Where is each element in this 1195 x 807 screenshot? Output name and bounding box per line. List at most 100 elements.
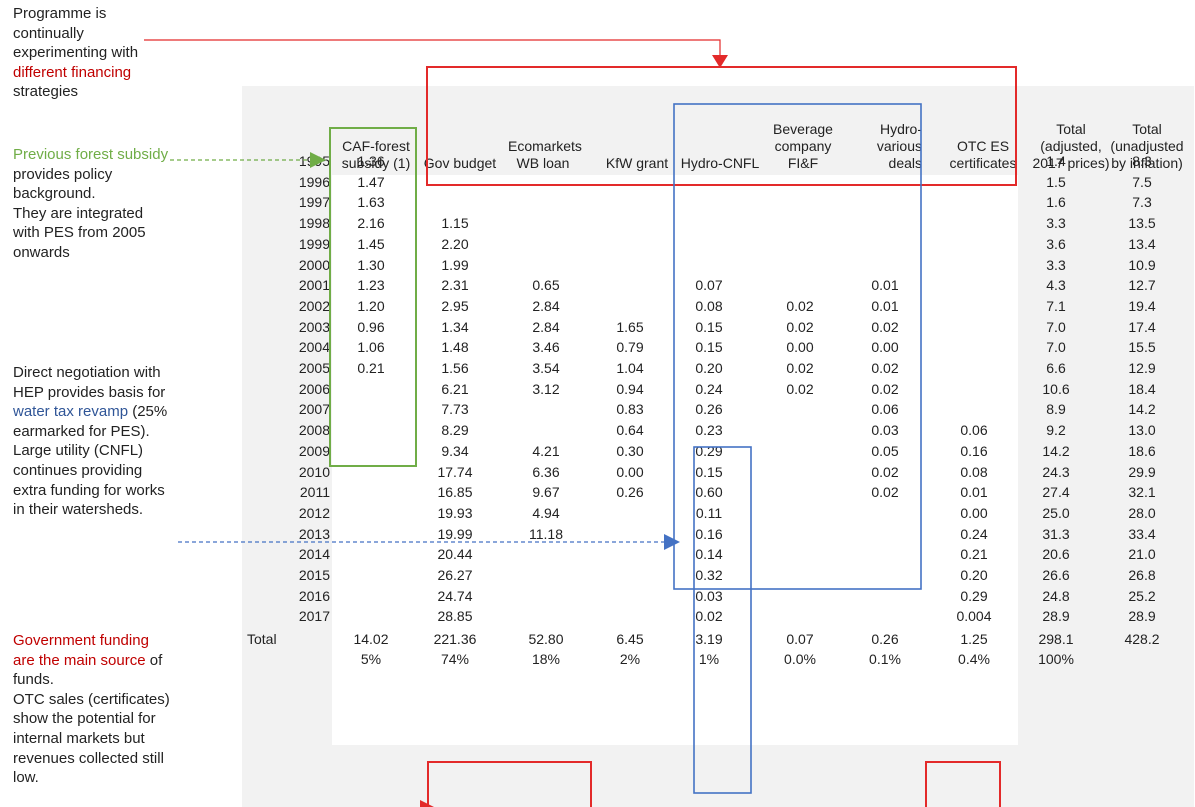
highlighted-text: water tax revamp — [13, 403, 129, 421]
table-cell: 7.1 — [1046, 297, 1066, 314]
annotation-forest: Previous forest subsidy provides policy ba… — [13, 145, 213, 263]
table-cell: 1.56 — [441, 360, 469, 376]
table-cell: 0.02 — [871, 484, 899, 501]
water-arrow-head — [664, 534, 680, 550]
table-cell: 4.3 — [1046, 277, 1066, 294]
table-cell: 25.2 — [1128, 587, 1156, 604]
table-cell: 28.0 — [1128, 504, 1156, 521]
table-cell: 26.6 — [1042, 567, 1070, 583]
annotation-line: show the potential for — [13, 710, 156, 728]
share-cell: 1% — [698, 651, 720, 668]
table-cell: 1.6 — [1046, 194, 1066, 211]
table-cell: 1.06 — [357, 339, 385, 356]
table-cell: 7.73 — [441, 401, 469, 418]
table-cell: 3.3 — [1046, 256, 1066, 273]
table-cell: 18.6 — [1128, 442, 1156, 459]
table-cell: 0.02 — [871, 463, 899, 480]
table-cell: 1.15 — [441, 215, 469, 232]
table-cell: 0.02 — [871, 360, 899, 376]
total-cell: 428.2 — [1124, 631, 1160, 648]
table-cell: 18.4 — [1128, 380, 1156, 397]
table-cell: 0.02 — [695, 608, 723, 625]
annotation-line: Large utility (CNFL) — [13, 442, 144, 460]
row-year: 2001 — [298, 277, 330, 294]
table-cell: 10.6 — [1042, 380, 1070, 397]
column-header: Total (adjusted, 2017 prices) — [1032, 121, 1110, 171]
total-cell: 3.19 — [695, 631, 723, 648]
table-cell: 0.15 — [695, 463, 723, 480]
table-cell: 21.0 — [1128, 546, 1156, 563]
table-cell: 19.4 — [1128, 297, 1156, 314]
table-cell: 0.01 — [871, 297, 899, 314]
table-cell: 17.74 — [437, 463, 473, 480]
table-cell: 0.00 — [960, 504, 988, 521]
table-cell: 12.9 — [1128, 360, 1156, 376]
table-cell: 1.23 — [357, 277, 385, 294]
annotation-line: continues providing — [13, 461, 143, 479]
table-cell: 8.29 — [441, 422, 469, 439]
table-cell: 0.05 — [871, 442, 899, 459]
table-cell: 0.96 — [357, 318, 385, 335]
gov-share-box — [427, 761, 592, 807]
annotation-line: different financing — [13, 63, 213, 83]
total-cell: 14.02 — [353, 631, 389, 648]
table-cell: 29.9 — [1128, 463, 1156, 480]
column-header: Gov budget — [423, 155, 497, 171]
table-cell: 2.84 — [532, 297, 560, 314]
row-year: 2007 — [298, 401, 330, 418]
table-cell: 3.3 — [1046, 215, 1066, 232]
annotation-line: internal markets but — [13, 729, 145, 747]
table-cell: 2.16 — [357, 215, 385, 232]
row-year: 2013 — [298, 525, 330, 542]
table-cell: 8.9 — [1046, 401, 1066, 418]
table-cell: 0.06 — [871, 401, 899, 418]
annotation-line: background. — [13, 185, 96, 203]
share-cell: 0.0% — [784, 651, 816, 668]
table-cell: 0.02 — [871, 318, 899, 335]
table-cell: 0.30 — [616, 442, 644, 459]
table-cell: 0.01 — [960, 484, 988, 501]
table-cell: 6.36 — [532, 463, 560, 480]
table-cell: 16.85 — [437, 484, 473, 501]
programme-arrow-head — [712, 55, 728, 68]
row-year: 2012 — [298, 504, 330, 521]
row-year: 2010 — [298, 463, 330, 480]
table-cell: 28.9 — [1128, 608, 1156, 625]
table-cell: 7.3 — [1132, 194, 1152, 211]
table-cell: 0.79 — [616, 339, 644, 356]
table-cell: 0.21 — [960, 546, 988, 563]
column-header: KfW grant — [605, 155, 669, 171]
table-cell: 14.2 — [1128, 401, 1156, 418]
table-cell: 0.83 — [616, 401, 644, 418]
total-cell: 221.36 — [433, 631, 477, 648]
annotation-line: extra funding for works — [13, 481, 165, 499]
table-cell: 0.00 — [871, 339, 899, 356]
annotation-line: funds. — [13, 671, 54, 689]
table-cell: 2.31 — [441, 277, 469, 294]
highlighted-text: different financing — [13, 63, 132, 81]
table-cell: 9.67 — [532, 484, 560, 501]
table-cell: 32.1 — [1128, 484, 1156, 501]
row-year: 1999 — [298, 235, 330, 252]
table-cell: 0.29 — [960, 587, 988, 604]
table-cell: 0.02 — [786, 360, 814, 376]
highlighted-text: Government funding — [13, 632, 149, 649]
annotation-gov: Government funding are the main source of… — [13, 631, 213, 788]
table-cell: 8.3 — [1132, 153, 1152, 169]
row-year: 2000 — [298, 256, 330, 273]
row-year: 2011 — [299, 484, 330, 501]
table-cell: 0.21 — [357, 360, 385, 376]
table-cell: 0.26 — [695, 401, 723, 418]
total-cell: 52.80 — [528, 631, 564, 648]
table-cell: 3.54 — [532, 360, 560, 376]
table-cell: 1.5 — [1046, 173, 1066, 190]
highlighted-text: are the main source — [13, 651, 146, 669]
table-cell: 2.20 — [441, 235, 469, 252]
total-label: Total — [247, 631, 277, 648]
table-cell: 0.06 — [960, 422, 988, 439]
share-cell: 0.1% — [869, 651, 901, 668]
annotation-line: onwards — [13, 243, 70, 261]
table-cell: 0.24 — [695, 380, 723, 397]
highlighted-text: Previous forest subsidy — [13, 146, 169, 163]
